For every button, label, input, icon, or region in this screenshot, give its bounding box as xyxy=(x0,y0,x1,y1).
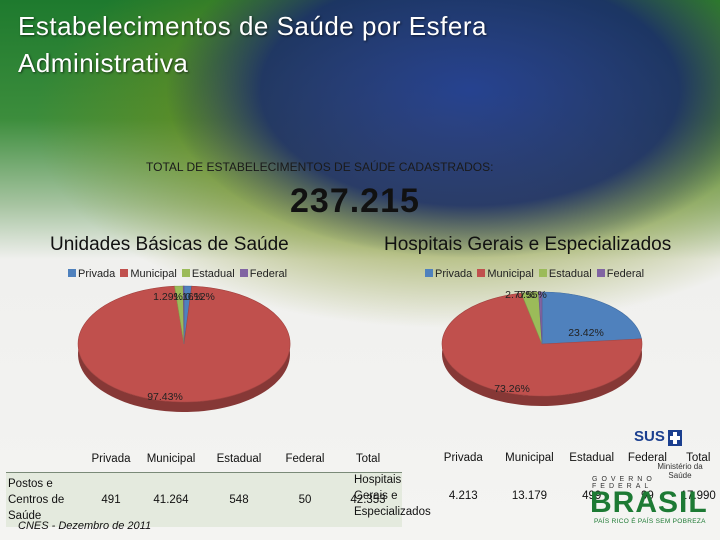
legend-label-estadual: Estadual xyxy=(548,268,592,280)
pie-slice-municipal xyxy=(77,285,291,403)
table-header: Federal xyxy=(285,453,325,465)
chart-title-ubs: Unidades Básicas de Saúde xyxy=(50,234,289,255)
legend-swatch-estadual xyxy=(538,269,547,277)
row-label: Hospitais Gerais e Especializados xyxy=(354,474,431,518)
table-header: Total xyxy=(686,452,711,464)
chart-title-hospitais: Hospitais Gerais e Especializados xyxy=(384,234,672,255)
table-row: Postos e Centros de Saúde 491 41.264 548… xyxy=(6,472,402,527)
legend-swatch-estadual xyxy=(181,269,190,277)
legend-swatch-federal xyxy=(596,269,605,277)
legend-swatch-municipal xyxy=(120,269,129,277)
pie-chart-hospitais: 23.42% 73.26% 2.77%0.55% xyxy=(441,289,643,406)
government-label: GOVERNO FEDERAL xyxy=(592,476,656,490)
legend-swatch-privada xyxy=(425,269,433,277)
legend-ubs: Privada Municipal Estadual Federal xyxy=(68,268,289,280)
ministry-label: Ministério da Saúde xyxy=(657,462,703,480)
legend-label-privada: Privada xyxy=(435,268,473,280)
table-header: Municipal xyxy=(505,452,554,464)
table-cell: 491 xyxy=(101,494,121,506)
table-header: Federal xyxy=(627,452,667,464)
pie-slice-privada xyxy=(541,291,642,345)
legend-swatch-privada xyxy=(68,269,76,277)
page-title: Estabelecimentos de Saúde por Esfera Adm… xyxy=(18,11,487,78)
pie-data-label: 0.55% xyxy=(517,289,547,301)
total-subtitle: TOTAL DE ESTABELECIMENTOS DE SAÚDE CADAS… xyxy=(146,160,494,174)
legend-label-municipal: Municipal xyxy=(487,268,534,280)
source-note: CNES - Dezembro de 2011 xyxy=(18,520,152,532)
table-cell: 17.990 xyxy=(680,490,716,502)
table-cell: 41.264 xyxy=(153,494,189,506)
table-cell: 4.213 xyxy=(448,490,478,502)
slogan-label: PAÍS RICO É PAÍS SEM POBREZA xyxy=(594,518,706,525)
pie-data-label: 2.77% xyxy=(505,289,535,301)
pie-chart-ubs: 1.16% 97.43% 1.29% 0.12% xyxy=(77,285,291,412)
table-cell: 50 xyxy=(298,494,312,506)
table-cell: 42.353 xyxy=(350,494,386,506)
pie-data-label: 23.42% xyxy=(568,327,604,339)
pie-slice-federal xyxy=(182,285,185,345)
legend-swatch-municipal xyxy=(477,269,486,277)
total-value: 237.215 xyxy=(290,182,420,220)
pie-data-label: 0.12% xyxy=(185,291,215,303)
table-corner xyxy=(352,446,433,470)
table-hospitais: Privada Municipal Estadual Federal Total… xyxy=(352,446,720,522)
table-header: Privada xyxy=(91,453,131,465)
table-cell: 99 xyxy=(641,490,654,502)
legend-label-privada: Privada xyxy=(78,268,116,280)
pie-data-label: 1.16% xyxy=(173,291,203,303)
legend-label-federal: Federal xyxy=(606,268,645,280)
pie-slice-municipal xyxy=(441,292,643,397)
brasil-logo: BRASIL xyxy=(590,486,708,519)
legend-label-municipal: Municipal xyxy=(130,268,177,280)
government-logo: SUS Ministério da Saúde GOVERNO FEDERAL … xyxy=(586,426,718,538)
sus-logo: SUS xyxy=(634,428,665,445)
table-row: Hospitais Gerais e Especializados 4.213 … xyxy=(352,470,720,522)
table-cell: 13.179 xyxy=(511,490,548,502)
table-cell: 499 xyxy=(582,490,602,502)
table-header: Estadual xyxy=(569,452,615,464)
table-cell: 548 xyxy=(229,494,249,506)
table-header: Municipal xyxy=(146,453,196,465)
table-header: Privada xyxy=(443,452,483,464)
table-header: Total xyxy=(355,453,381,465)
legend-label-estadual: Estadual xyxy=(191,268,235,280)
pie-slice-federal xyxy=(538,291,543,345)
table-header: Estadual xyxy=(216,453,262,465)
pie-data-label: 97.43% xyxy=(147,391,183,403)
table-postos: Privada Municipal Estadual Federal Total… xyxy=(6,446,402,527)
pie-data-label: 1.29% xyxy=(153,291,183,303)
table-corner xyxy=(6,446,82,473)
row-label: Postos e Centros de Saúde xyxy=(8,478,65,522)
legend-swatch-federal xyxy=(239,269,248,277)
legend-label-federal: Federal xyxy=(249,268,288,280)
pie-data-label: 73.26% xyxy=(494,383,530,395)
cross-icon xyxy=(668,430,682,446)
legend-hospitais: Privada Municipal Estadual Federal xyxy=(425,268,646,280)
